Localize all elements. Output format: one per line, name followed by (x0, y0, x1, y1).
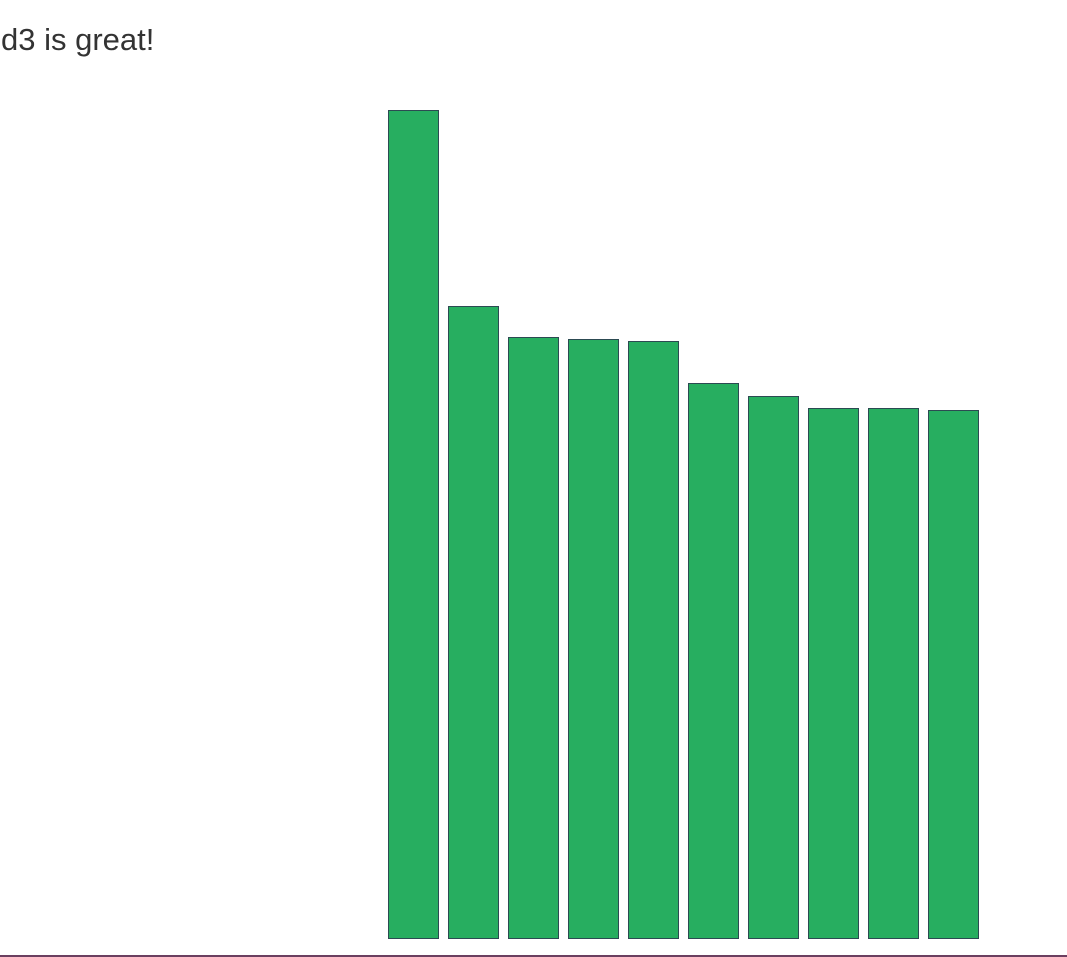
bar (388, 110, 439, 939)
bar (928, 410, 979, 939)
bar (808, 408, 859, 939)
bar (508, 337, 559, 939)
bar (628, 341, 679, 939)
chart-title: d3 is great! (1, 22, 155, 57)
bar (568, 339, 619, 939)
bar (688, 383, 739, 939)
bar (868, 408, 919, 939)
bar (448, 306, 499, 939)
bottom-rule (0, 955, 1067, 957)
bar (748, 396, 799, 939)
